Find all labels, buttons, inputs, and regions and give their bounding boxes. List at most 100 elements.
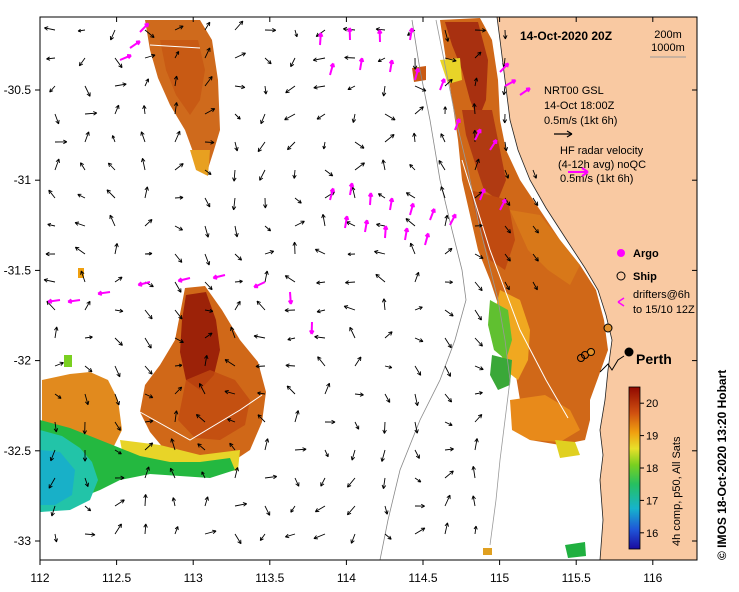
model-arrow: [292, 241, 297, 255]
model-arrow: [169, 467, 176, 479]
svg-text:(4-12h avg) noQC: (4-12h avg) noQC: [558, 159, 646, 171]
model-arrow: [264, 505, 271, 516]
model-arrow: [114, 499, 125, 507]
model-arrow: [234, 141, 239, 152]
model-arrow: [232, 169, 237, 182]
model-arrow: [204, 354, 209, 367]
model-arrow: [49, 85, 56, 93]
x-tick-label: 116: [643, 571, 662, 585]
model-arrow: [343, 305, 356, 311]
radar-arrow: [253, 281, 266, 289]
model-arrow: [53, 533, 58, 543]
model-arrow: [414, 337, 424, 343]
model-arrow: [409, 242, 416, 255]
model-arrow: [227, 418, 236, 423]
svg-text:HF radar velocity: HF radar velocity: [560, 145, 644, 157]
model-arrow: [114, 57, 123, 69]
model-arrow: [375, 273, 386, 283]
model-arrow: [234, 467, 239, 479]
colorbar-tick-label: 16: [646, 528, 658, 540]
model-arrow: [294, 447, 307, 452]
model-arrow: [294, 29, 299, 38]
model-arrow: [84, 131, 90, 143]
model-arrow: [48, 189, 56, 199]
radar-arrow: [67, 298, 81, 304]
model-arrow: [444, 470, 454, 479]
model-arrow: [174, 386, 183, 395]
model-arrow: [48, 477, 56, 489]
y-axis: -30.5 -31 -31.5 -32 -32.5 -33: [4, 83, 697, 548]
model-arrow: [290, 57, 296, 68]
model-arrow: [286, 385, 296, 395]
y-tick-label: -32: [14, 354, 32, 368]
model-arrow: [77, 28, 86, 33]
radar-legend: HF radar velocity (4-12h avg) noQC 0.5m/…: [558, 145, 646, 185]
model-arrow: [474, 309, 482, 321]
model-arrow: [234, 300, 241, 311]
model-arrow: [444, 247, 453, 255]
model-arrow: [204, 169, 212, 175]
radar-arrow: [119, 54, 132, 61]
model-arrow: [231, 197, 237, 211]
model-arrow: [286, 141, 296, 151]
model-velocity-arrows: [43, 20, 539, 545]
model-arrow: [174, 526, 179, 535]
model-arrow: [144, 442, 154, 451]
model-arrow: [292, 169, 297, 179]
model-arrow: [234, 52, 246, 59]
model-arrow: [144, 251, 153, 256]
model-arrow: [114, 393, 120, 406]
model-arrow: [144, 78, 150, 87]
model-arrow: [313, 533, 326, 540]
radar-arrow: [367, 192, 374, 206]
radar-arrow: [212, 274, 226, 280]
model-arrow: [174, 130, 181, 143]
model-arrow: [472, 103, 477, 115]
model-arrow: [144, 419, 154, 424]
model-arrow: [440, 186, 446, 199]
radar-arrow: [177, 277, 191, 283]
model-arrow: [444, 365, 451, 377]
model-arrow: [204, 332, 213, 339]
model-arrow: [204, 75, 213, 87]
model-arrow: [114, 523, 122, 535]
y-tick-label: -31: [14, 173, 32, 187]
model-arrow: [294, 477, 300, 487]
model-legend: NRT00 GSL 14-Oct 18:00Z 0.5m/s (1kt 6h): [544, 85, 617, 138]
argo-label: Argo: [633, 248, 659, 260]
drifter-symbol: [617, 297, 625, 307]
model-arrow: [264, 27, 277, 33]
model-arrow: [322, 141, 327, 150]
model-arrow: [290, 505, 296, 513]
colorbar-label: 4h comp, p50, All Sats: [671, 436, 683, 546]
y-tick-label: -32.5: [4, 444, 32, 458]
model-arrow: [384, 505, 389, 515]
ship-symbol: [616, 271, 626, 281]
model-arrow: [256, 300, 266, 311]
model-arrow: [474, 391, 483, 396]
model-arrow: [473, 525, 478, 535]
model-arrow: [405, 192, 416, 199]
model-arrow: [144, 466, 150, 479]
model-arrow: [260, 113, 266, 125]
model-arrow: [444, 522, 449, 535]
drifters-label-2: to 15/10 12Z: [633, 304, 695, 316]
model-arrow: [114, 365, 121, 378]
radar-arrow: [474, 128, 482, 141]
model-arrow: [170, 438, 176, 451]
model-arrow: [438, 160, 446, 171]
model-arrow: [201, 471, 206, 479]
model-arrow: [106, 189, 116, 199]
model-arrow: [230, 326, 236, 339]
radar-arrow: [499, 198, 507, 211]
model-arrow: [264, 250, 275, 255]
perth-marker: [624, 347, 634, 357]
model-arrow: [380, 449, 386, 462]
radar-arrow: [348, 182, 355, 196]
x-tick-label: 112: [30, 571, 49, 585]
model-arrow: [171, 497, 176, 507]
model-arrow: [174, 163, 184, 171]
model-arrow: [345, 280, 356, 285]
model-arrow: [504, 253, 511, 262]
model-arrow: [144, 29, 155, 38]
